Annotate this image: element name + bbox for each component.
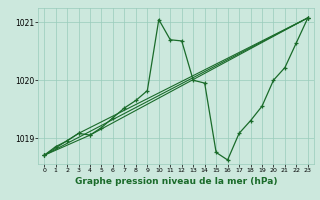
X-axis label: Graphe pression niveau de la mer (hPa): Graphe pression niveau de la mer (hPa) (75, 177, 277, 186)
